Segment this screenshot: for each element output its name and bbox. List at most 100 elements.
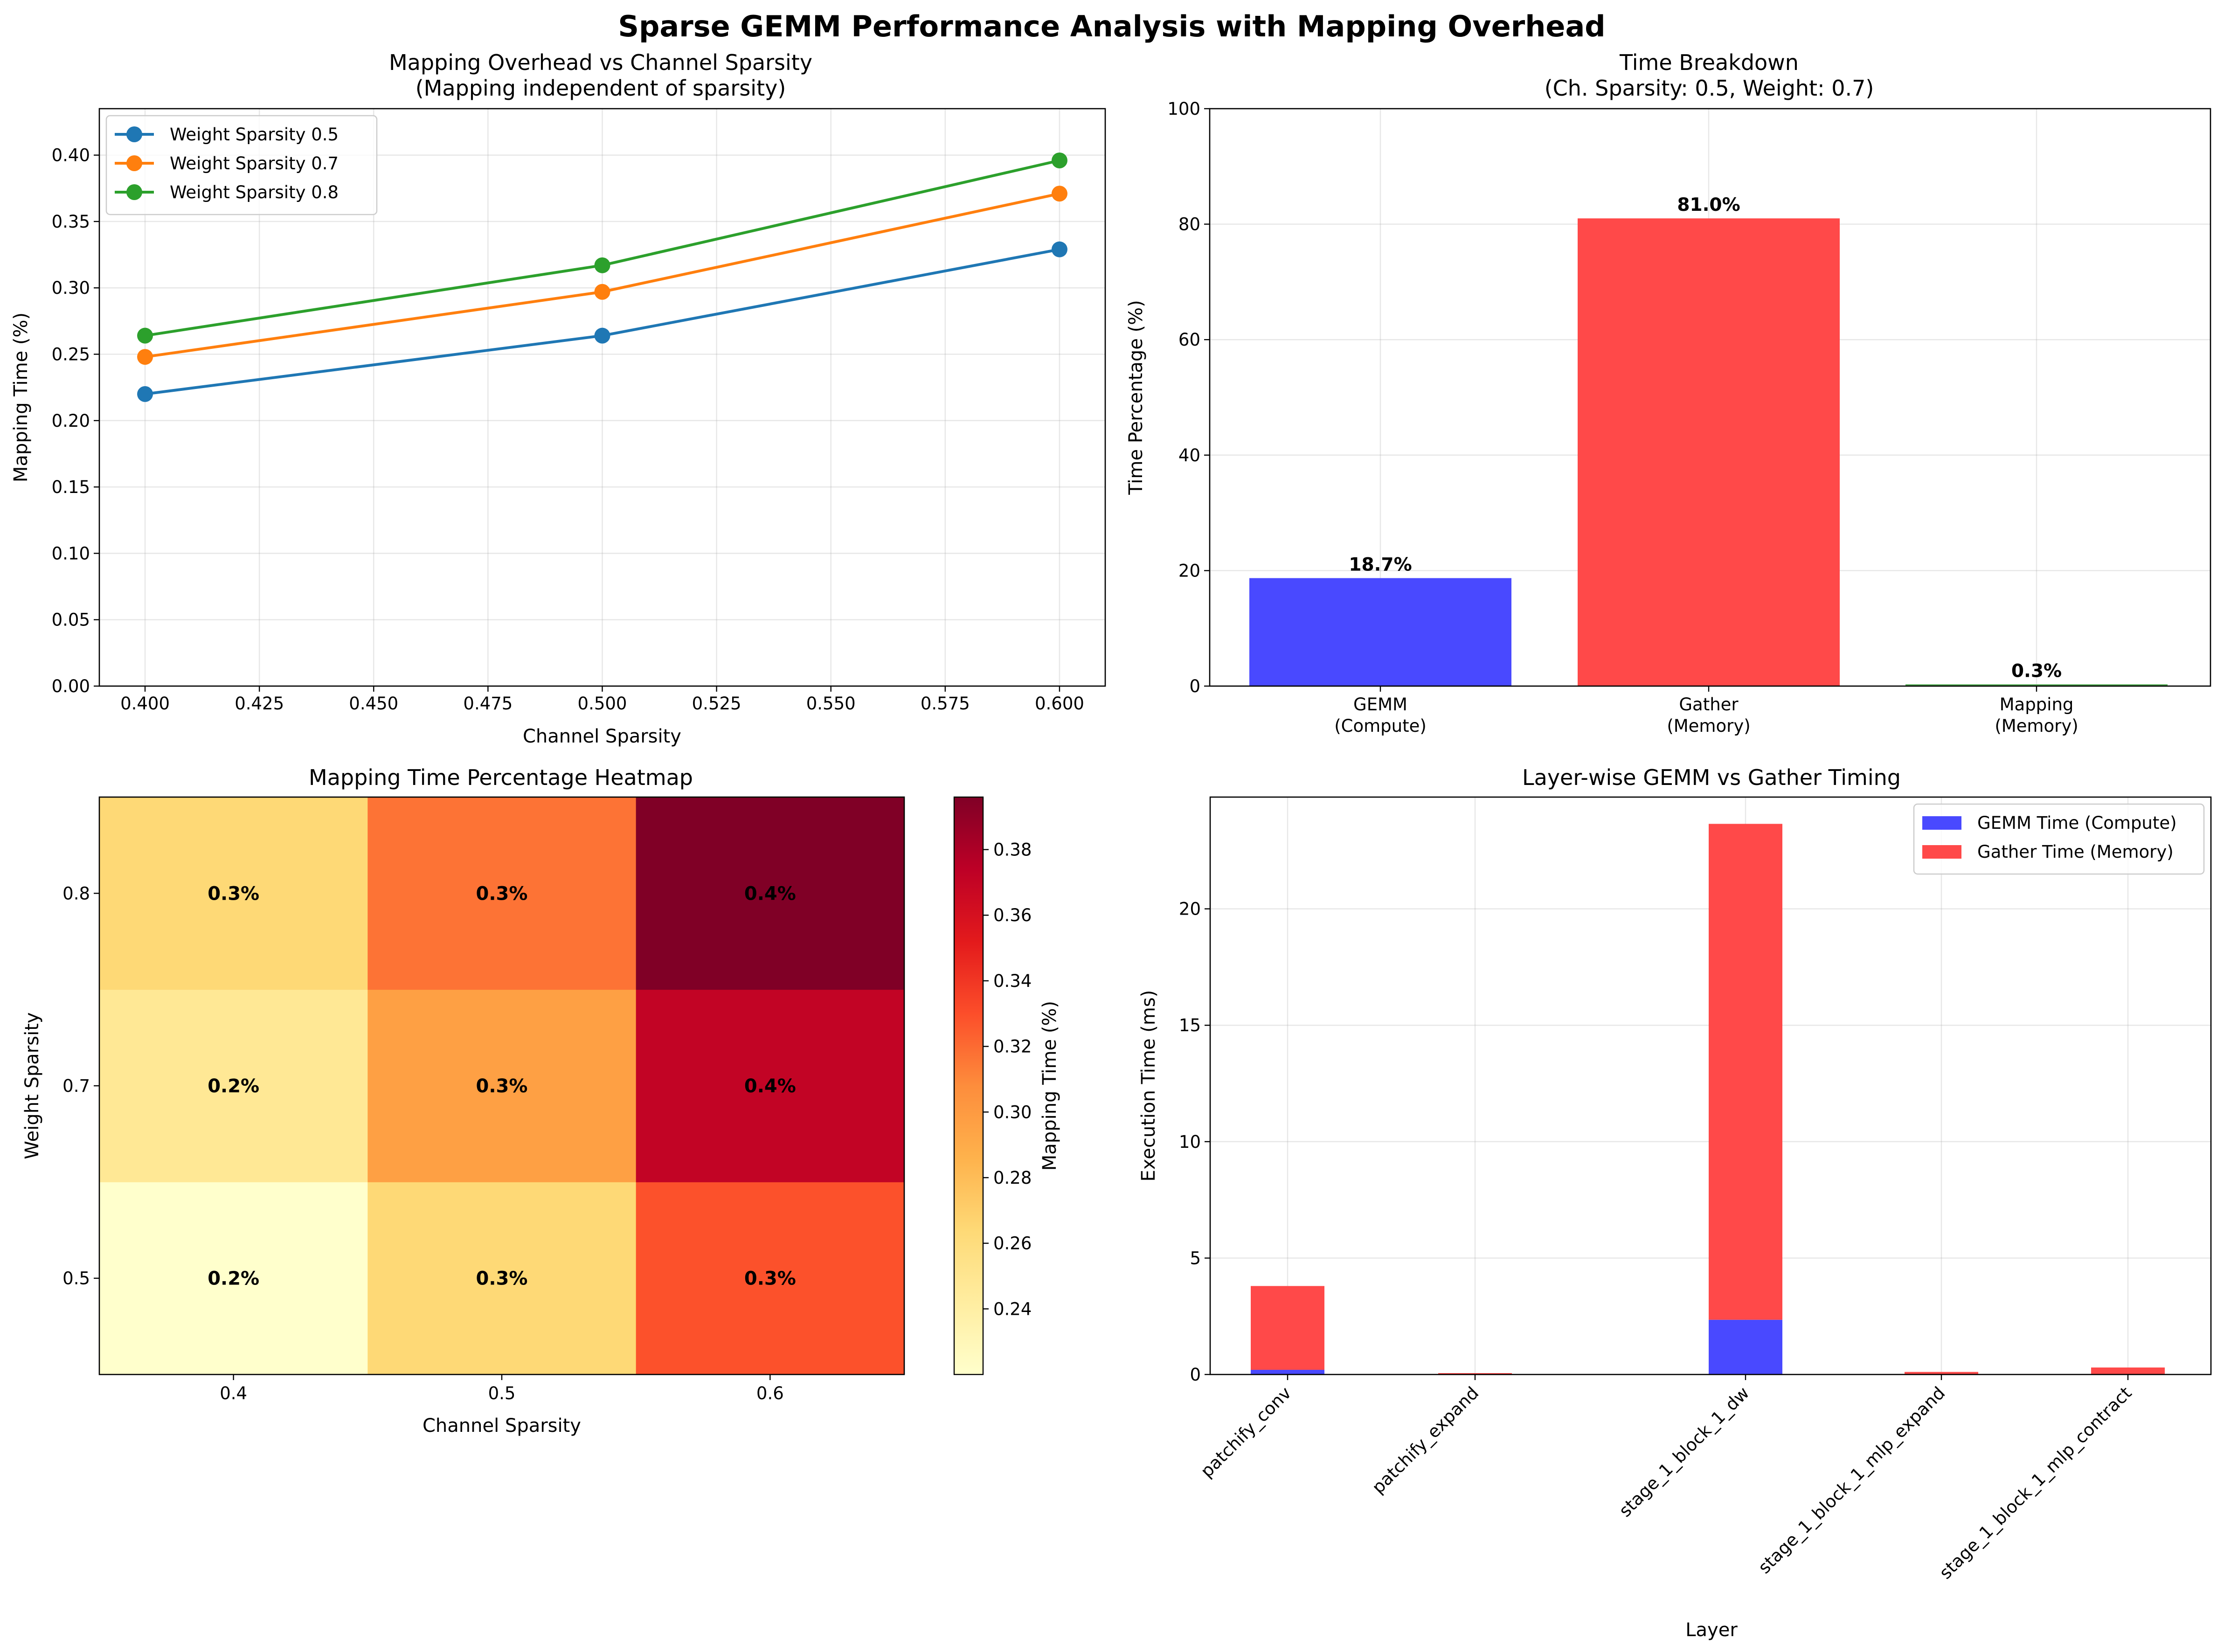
line-chart-y-tick-label: 0.15 [52, 477, 90, 497]
heatmap-colorbar [953, 796, 984, 1375]
heatmap-cell-label: 0.3% [476, 883, 528, 904]
layer-timing-bar-segment [2091, 1367, 2165, 1374]
line-chart-point [594, 284, 610, 300]
heatmap-frame [98, 796, 905, 1375]
heatmap-x-tick-label: 0.5 [488, 1383, 516, 1403]
layer-timing-bar-segment [1709, 824, 1782, 1320]
heatmap-x-tick-label: 0.4 [220, 1383, 247, 1403]
heatmap-colorbar-tick-label: 0.24 [993, 1299, 1032, 1319]
layer-timing-x-axis-label: Layer [1685, 1619, 1738, 1641]
layer-timing-legend-label: Gather Time (Memory) [1977, 842, 2174, 862]
time-breakdown-y-tick-label: 40 [1178, 445, 1200, 465]
line-chart-x-tick-label: 0.425 [235, 694, 284, 714]
line-chart-frame [98, 108, 1106, 687]
line-chart-y-tick-label: 0.20 [52, 411, 90, 431]
time-breakdown-bars: 18.7% 81.0% 0.3% [1249, 194, 2168, 687]
time-breakdown-y-tick-label: 80 [1178, 215, 1200, 235]
line-chart-point [594, 257, 610, 273]
heatmap-cell-label: 0.3% [476, 1076, 528, 1097]
layer-timing-x-tick-label: stage_1_block_1_dw [1615, 1383, 1753, 1521]
layer-timing-x-tick-label: stage_1_block_1_mlp_expand [1754, 1383, 1949, 1577]
line-chart-point [1051, 241, 1067, 257]
time-breakdown-title: Time Breakdown [1619, 50, 1799, 75]
heatmap-colorbar-tick-label: 0.36 [993, 905, 1032, 925]
layer-timing-x-tick-label: patchify_expand [1368, 1383, 1483, 1498]
line-chart-series [137, 152, 1067, 402]
line-chart-title: Mapping Overhead vs Channel Sparsity [389, 50, 812, 75]
heatmap-cell [367, 797, 637, 990]
line-chart-y-tick-label: 0.05 [52, 610, 90, 630]
time-breakdown-panel: Time Breakdown (Ch. Sparsity: 0.5, Weigh… [1125, 50, 2211, 736]
heatmap-cell [367, 989, 637, 1182]
heatmap-title: Mapping Time Percentage Heatmap [309, 765, 693, 790]
line-chart-y-tick-label: 0.25 [52, 345, 90, 365]
line-chart-point [1051, 152, 1067, 168]
line-chart-legend-marker [126, 155, 142, 171]
layer-timing-y-axis-label: Execution Time (ms) [1138, 990, 1159, 1182]
line-chart-x-tick-label: 0.500 [578, 694, 627, 714]
line-chart-legend-label: Weight Sparsity 0.5 [170, 125, 339, 145]
heatmap-colorbar-tick-label: 0.34 [993, 971, 1032, 991]
line-chart-x-ticks: 0.400 0.425 0.450 0.475 0.500 0.525 0.550 0.575… [120, 686, 1084, 714]
line-chart-point [594, 327, 610, 344]
heatmap-colorbar-tick-label: 0.28 [993, 1168, 1032, 1188]
time-breakdown-x-tick-label: Mapping (Memory) [1995, 694, 2078, 736]
line-chart-panel: Mapping Overhead vs Channel Sparsity (Ma… [10, 50, 1106, 747]
layer-timing-legend-label: GEMM Time (Compute) [1977, 813, 2177, 833]
layer-timing-legend-swatch [1922, 845, 1961, 859]
time-breakdown-y-axis-label: Time Percentage (%) [1125, 300, 1147, 495]
heatmap-cell [636, 1182, 905, 1375]
layer-timing-legend-swatch [1922, 816, 1961, 830]
line-chart-x-tick-label: 0.450 [349, 694, 398, 714]
time-breakdown-x-tick-label: GEMM (Compute) [1334, 694, 1427, 736]
line-chart-y-tick-label: 0.10 [52, 543, 90, 563]
line-chart-subtitle: (Mapping independent of sparsity) [416, 76, 786, 101]
time-breakdown-frame [1209, 108, 2211, 687]
line-chart-x-tick-label: 0.400 [120, 694, 170, 714]
line-chart-x-tick-label: 0.575 [921, 694, 970, 714]
heatmap-x-ticks: 0.4 0.5 0.6 [220, 1374, 784, 1403]
heatmap-colorbar-tick-label: 0.30 [993, 1102, 1032, 1122]
line-chart-x-tick-label: 0.525 [692, 694, 741, 714]
heatmap-y-ticks: 0.5 0.7 0.8 [62, 883, 99, 1289]
line-chart-grid [99, 109, 1105, 687]
heatmap-colorbar-tick-label: 0.26 [993, 1234, 1032, 1254]
line-chart-legend: Weight Sparsity 0.5 Weight Sparsity 0.7 We… [105, 115, 378, 215]
time-breakdown-bar [1578, 218, 1840, 687]
heatmap-y-tick-label: 0.8 [62, 883, 90, 903]
layer-timing-legend-box [1913, 803, 2205, 875]
line-chart-y-tick-label: 0.30 [52, 278, 90, 298]
line-chart-y-axis-label: Mapping Time (%) [10, 312, 32, 482]
line-chart-y-tick-label: 0.35 [52, 212, 90, 232]
time-breakdown-bar-label: 0.3% [2011, 660, 2062, 681]
heatmap-panel: Mapping Time Percentage Heatmap 0.2% 0.3%… [21, 765, 1060, 1437]
line-chart-x-axis-label: Channel Sparsity [523, 726, 681, 747]
heatmap-y-tick-label: 0.7 [62, 1076, 90, 1096]
line-chart-point [137, 386, 153, 402]
heatmap-y-tick-label: 0.5 [62, 1269, 90, 1289]
time-breakdown-subtitle: (Ch. Sparsity: 0.5, Weight: 0.7) [1545, 76, 1874, 101]
heatmap-colorbar-ticks: 0.24 0.26 0.28 0.30 0.32 0.34 0.36 0.38 [983, 840, 1032, 1319]
heatmap-cell-label: 0.2% [208, 1076, 259, 1097]
layer-timing-panel: Layer-wise GEMM vs Gather Timing patchif… [1138, 765, 2212, 1641]
line-chart-y-tick-label: 0.00 [52, 676, 90, 696]
time-breakdown-y-tick-label: 20 [1178, 561, 1200, 581]
heatmap-x-axis-label: Channel Sparsity [423, 1415, 581, 1437]
heatmap-colorbar-tick-label: 0.38 [993, 840, 1032, 860]
line-chart-legend-marker [126, 184, 142, 200]
heatmap-cell [99, 989, 368, 1182]
line-chart-x-tick-label: 0.600 [1035, 694, 1084, 714]
time-breakdown-y-tick-label: 0 [1189, 676, 1200, 696]
heatmap-cell [636, 797, 905, 990]
layer-timing-legend: GEMM Time (Compute) Gather Time (Memory) [1913, 803, 2205, 875]
layer-timing-y-ticks: 0 5 10 15 20 [1179, 899, 1210, 1385]
layer-timing-y-tick-label: 5 [1190, 1248, 1201, 1268]
line-chart-legend-label: Weight Sparsity 0.8 [170, 182, 339, 202]
layer-timing-x-ticks: patchify_conv patchify_expand stage_1_bloc… [1197, 1374, 2135, 1583]
heatmap-y-axis-label: Weight Sparsity [21, 1012, 43, 1159]
time-breakdown-y-tick-label: 60 [1178, 330, 1200, 350]
time-breakdown-x-ticks: GEMM (Compute) Gather (Memory) Mapping (Memor… [1334, 686, 2079, 736]
heatmap-cell-label: 0.4% [744, 883, 796, 904]
layer-timing-bar-segment [1438, 1373, 1512, 1374]
